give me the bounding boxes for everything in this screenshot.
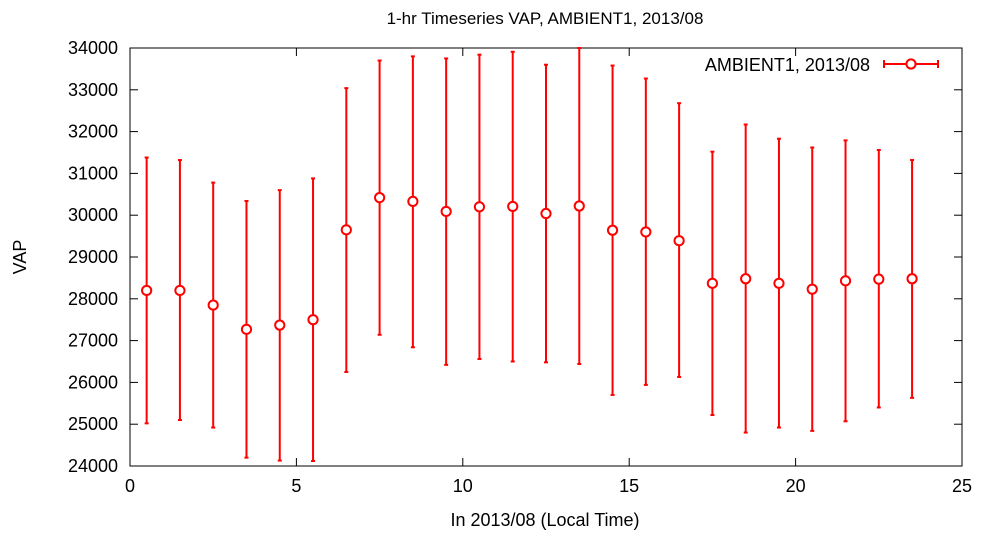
data-point bbox=[606, 224, 619, 236]
legend-marker bbox=[905, 58, 917, 70]
x-tick-label: 20 bbox=[786, 476, 806, 496]
data-point bbox=[174, 284, 186, 297]
y-axis-label: VAP bbox=[10, 240, 30, 275]
data-point bbox=[640, 226, 652, 238]
y-tick-label: 26000 bbox=[68, 372, 118, 392]
data-point bbox=[141, 284, 153, 297]
data-point bbox=[873, 273, 885, 285]
data-point bbox=[706, 277, 719, 289]
x-tick-label: 0 bbox=[125, 476, 135, 496]
y-tick-label: 25000 bbox=[68, 414, 118, 434]
x-tick-label: 10 bbox=[453, 476, 473, 496]
y-tick-label: 24000 bbox=[68, 456, 118, 476]
y-tick-label: 31000 bbox=[68, 163, 118, 183]
y-tick-label: 27000 bbox=[68, 331, 118, 351]
y-tick-label: 28000 bbox=[68, 289, 118, 309]
y-tick-label: 33000 bbox=[68, 80, 118, 100]
x-tick-label: 5 bbox=[291, 476, 301, 496]
data-point bbox=[473, 201, 486, 213]
data-point bbox=[839, 275, 852, 287]
data-point bbox=[507, 200, 519, 213]
data-point bbox=[440, 205, 452, 218]
x-tick-label: 15 bbox=[619, 476, 639, 496]
x-axis-label: In 2013/08 (Local Time) bbox=[450, 510, 639, 530]
y-tick-label: 32000 bbox=[68, 122, 118, 142]
legend-label: AMBIENT1, 2013/08 bbox=[705, 55, 870, 75]
data-point bbox=[307, 314, 319, 326]
data-point bbox=[374, 192, 386, 204]
data-point bbox=[240, 323, 253, 335]
data-point bbox=[773, 277, 785, 289]
y-tick-label: 29000 bbox=[68, 247, 118, 267]
chart-title: 1-hr Timeseries VAP, AMBIENT1, 2013/08 bbox=[387, 9, 704, 28]
data-point bbox=[740, 273, 752, 285]
data-point bbox=[407, 195, 419, 208]
data-point bbox=[673, 235, 685, 247]
data-point bbox=[274, 319, 286, 331]
y-tick-label: 34000 bbox=[68, 38, 118, 58]
data-point bbox=[573, 200, 585, 212]
legend: AMBIENT1, 2013/08 bbox=[705, 55, 939, 75]
plot-area: 0 5 10 15 20 25 24000 25000 26000 27000 28000 29000… bbox=[68, 38, 972, 496]
y-tick-label: 30000 bbox=[68, 205, 118, 225]
data-point bbox=[540, 207, 552, 220]
data-point bbox=[207, 299, 219, 311]
x-tick-label: 25 bbox=[952, 476, 972, 496]
data-point bbox=[906, 273, 918, 285]
data-point bbox=[340, 224, 352, 236]
data-point bbox=[806, 283, 818, 295]
